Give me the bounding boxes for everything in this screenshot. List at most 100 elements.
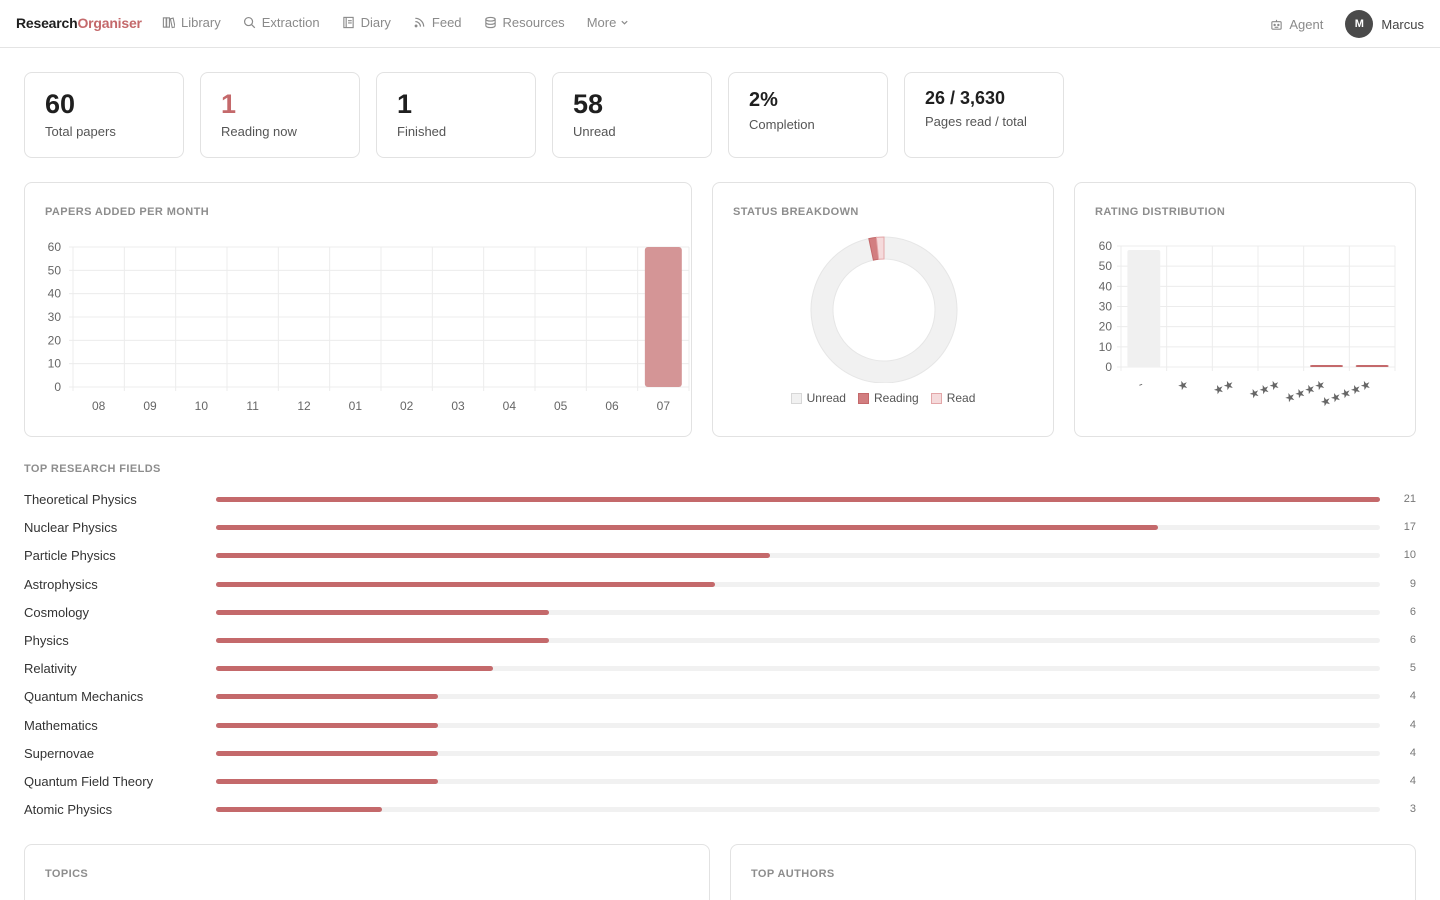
field-bar-track xyxy=(216,637,1380,643)
papers-per-month-chart: 0 10 20 30 40 50 60 08 09 10 11 12 01 02 03 04 05 06 07 xyxy=(48,240,690,413)
y-tick-label: 60 xyxy=(1099,239,1113,253)
bar[interactable] xyxy=(1355,364,1389,367)
stat-label: Pages read / total xyxy=(925,114,1027,129)
status-breakdown-card: STATUS BREAKDOWN Unread Reading Read xyxy=(712,182,1054,437)
x-tick-label: ★★ xyxy=(1211,377,1236,398)
search-icon xyxy=(243,16,255,29)
nav-more-dropdown[interactable]: More xyxy=(587,15,630,30)
agent-label: Agent xyxy=(1289,16,1324,32)
bar[interactable] xyxy=(1127,250,1161,367)
rating-distribution-card: RATING DISTRIBUTION 0 10 20 30 40 50 60- ★ ★★ ★★★… xyxy=(1074,182,1416,437)
agent-button[interactable]: Agent xyxy=(1270,17,1323,32)
y-tick-label: 0 xyxy=(54,380,61,394)
field-row[interactable]: Relativity 5 xyxy=(24,654,1416,682)
field-count: 9 xyxy=(1409,577,1416,590)
status-donut-chart xyxy=(810,236,958,383)
brand-part1: Research xyxy=(16,15,78,31)
field-name: Quantum Mechanics xyxy=(24,689,144,705)
donut-slice-unread[interactable] xyxy=(810,236,958,383)
bar[interactable] xyxy=(644,247,682,387)
bar[interactable] xyxy=(1310,364,1343,367)
status-legend: Unread Reading Read xyxy=(713,391,1053,405)
nav-feed[interactable]: Feed xyxy=(413,15,462,30)
field-bar-fill xyxy=(216,778,438,784)
field-row[interactable]: Theoretical Physics 21 xyxy=(24,485,1416,513)
nav-extraction-label: Extraction xyxy=(261,15,320,30)
stat-pages-read: 26 / 3,630 Pages read / total xyxy=(904,72,1064,158)
avatar[interactable]: M xyxy=(1345,10,1374,38)
field-name: Atomic Physics xyxy=(24,802,113,818)
nav-items: Library Extraction Diary Feed Resources … xyxy=(162,15,629,30)
x-tick-label: 07 xyxy=(657,399,671,413)
nav-feed-label: Feed xyxy=(431,15,462,30)
legend-reading[interactable]: Reading xyxy=(857,391,919,405)
y-tick-label: 10 xyxy=(48,357,62,371)
x-tick-label: 02 xyxy=(400,399,414,413)
field-row[interactable]: Cosmology 6 xyxy=(24,598,1416,626)
nav-right: Agent M Marcus xyxy=(1270,10,1424,38)
nav-resources[interactable]: Resources xyxy=(484,15,565,30)
x-tick-label: 11 xyxy=(246,399,259,413)
brand-logo[interactable]: ResearchOrganiser xyxy=(16,15,142,31)
diary-icon xyxy=(342,16,354,29)
stat-value: 1 xyxy=(221,89,237,119)
field-name: Physics xyxy=(24,632,69,648)
field-bar-fill xyxy=(216,609,549,615)
field-row[interactable]: Supernovae 4 xyxy=(24,739,1416,767)
field-bar-fill xyxy=(216,525,1159,531)
field-row[interactable]: Quantum Field Theory 4 xyxy=(24,767,1416,795)
x-tick-label: ★ xyxy=(1175,377,1190,394)
field-bar-fill xyxy=(216,666,494,672)
field-name: Particle Physics xyxy=(24,548,116,564)
legend-label: Read xyxy=(946,391,976,405)
field-count: 21 xyxy=(1403,493,1416,505)
field-row[interactable]: Atomic Physics 3 xyxy=(24,795,1416,823)
field-bar-fill xyxy=(216,750,438,756)
legend-unread[interactable]: Unread xyxy=(790,391,846,405)
field-bar-fill xyxy=(216,694,438,700)
nav-extraction[interactable]: Extraction xyxy=(243,15,320,30)
field-row[interactable]: Quantum Mechanics 4 xyxy=(24,682,1416,710)
legend-swatch xyxy=(930,392,942,404)
field-bar-fill xyxy=(216,807,383,813)
field-bar-track xyxy=(216,722,1380,728)
top-authors-card: TOP AUTHORS xyxy=(730,844,1416,900)
field-count: 3 xyxy=(1409,803,1416,816)
top-research-fields-title: TOP RESEARCH FIELDS xyxy=(24,463,161,475)
field-name: Nuclear Physics xyxy=(24,520,118,536)
field-row[interactable]: Mathematics 4 xyxy=(24,711,1416,739)
nav-diary[interactable]: Diary xyxy=(342,15,391,30)
field-name: Cosmology xyxy=(24,604,90,620)
y-tick-label: 50 xyxy=(1099,259,1113,273)
field-row[interactable]: Particle Physics 10 xyxy=(24,541,1416,569)
topics-title: TOPICS xyxy=(45,868,89,880)
nav-library[interactable]: Library xyxy=(162,15,221,30)
user-name[interactable]: Marcus xyxy=(1381,16,1424,32)
field-row[interactable]: Physics 6 xyxy=(24,626,1416,654)
donut-slice-read[interactable] xyxy=(875,236,885,260)
field-bar-track xyxy=(216,666,1380,672)
stat-finished: 1 Finished xyxy=(376,72,536,158)
field-count: 5 xyxy=(1409,662,1416,675)
field-bar-fill xyxy=(216,722,438,728)
papers-per-month-title: PAPERS ADDED PER MONTH xyxy=(45,206,210,218)
field-row[interactable]: Nuclear Physics 17 xyxy=(24,513,1416,541)
library-icon xyxy=(162,17,175,29)
field-name: Mathematics xyxy=(24,717,98,733)
database-icon xyxy=(484,16,496,29)
field-row[interactable]: Astrophysics 9 xyxy=(24,570,1416,598)
field-count: 6 xyxy=(1409,605,1416,618)
x-tick-label: 01 xyxy=(349,399,363,413)
field-bar-fill xyxy=(216,581,715,587)
legend-read[interactable]: Read xyxy=(930,391,976,405)
x-tick-label: 09 xyxy=(143,399,157,413)
x-tick-label: ★★★ xyxy=(1247,377,1282,402)
stat-label: Total papers xyxy=(45,124,116,139)
chevron-down-icon xyxy=(621,20,628,25)
field-bar-track xyxy=(216,497,1380,502)
x-tick-label: 05 xyxy=(554,399,568,413)
field-name: Quantum Field Theory xyxy=(24,773,154,789)
top-research-fields-list: Theoretical Physics 21 Nuclear Physics 17 Pa… xyxy=(24,485,1416,823)
field-count: 4 xyxy=(1409,774,1416,787)
